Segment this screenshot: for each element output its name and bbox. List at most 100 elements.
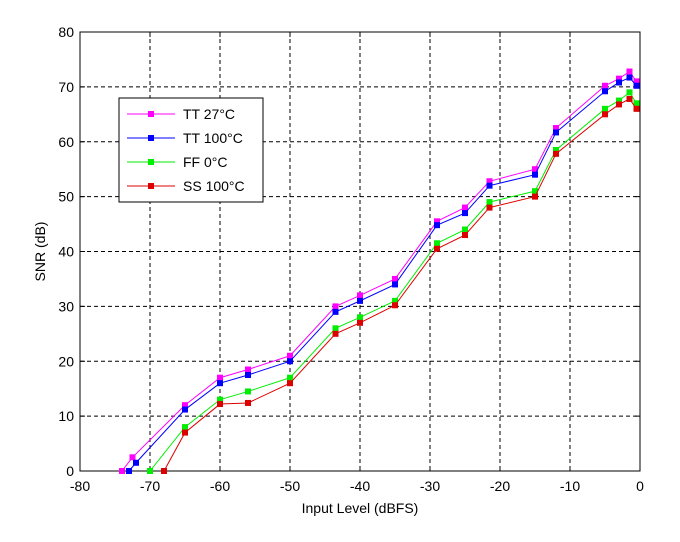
data-point <box>633 82 640 89</box>
series-0 <box>119 68 640 474</box>
data-point <box>182 429 188 436</box>
legend-entry: FF 0°C <box>127 154 228 170</box>
data-point <box>357 292 363 299</box>
legend-entry: TT 27°C <box>127 106 235 122</box>
data-point <box>245 388 251 395</box>
y-axis-label: SNR (dB) <box>32 222 48 282</box>
legend-label: TT 27°C <box>183 106 235 122</box>
data-point <box>626 89 633 96</box>
data-point <box>553 146 559 153</box>
data-point <box>129 454 136 461</box>
data-point <box>434 218 440 225</box>
y-tick-label: 80 <box>58 24 74 40</box>
data-point <box>602 82 608 89</box>
data-point <box>332 325 339 332</box>
data-point <box>392 275 398 282</box>
data-point <box>332 303 339 310</box>
data-point <box>217 380 223 387</box>
data-point <box>532 166 538 173</box>
data-point <box>462 210 468 217</box>
y-tick-label: 10 <box>58 408 74 424</box>
data-point <box>616 75 622 82</box>
data-point <box>633 105 640 112</box>
data-point <box>332 308 339 315</box>
data-point <box>462 226 468 233</box>
data-point <box>357 319 363 326</box>
data-point <box>553 125 559 132</box>
data-point <box>616 79 622 86</box>
data-point <box>287 358 293 365</box>
legend: TT 27°C TT 100°C FF 0°C SS 100°C <box>118 97 264 203</box>
data-point <box>357 314 363 321</box>
series-3 <box>161 95 640 474</box>
data-point <box>532 188 538 195</box>
x-tick-label: -70 <box>140 478 160 494</box>
legend-marker <box>148 183 154 189</box>
y-tick-label: 50 <box>58 189 74 205</box>
legend-label: TT 100°C <box>183 130 243 146</box>
data-point <box>217 396 223 403</box>
y-tick-label: 40 <box>58 244 74 260</box>
data-point <box>182 406 188 413</box>
data-point <box>182 424 188 431</box>
data-point <box>532 171 538 178</box>
legend-label: SS 100°C <box>183 178 245 194</box>
data-point <box>182 402 188 409</box>
data-point <box>119 468 125 474</box>
data-point <box>462 232 468 239</box>
data-point <box>434 245 440 252</box>
data-point <box>532 193 538 200</box>
data-point <box>486 182 493 189</box>
data-point <box>161 468 167 474</box>
x-axis-label: Input Level (dBFS) <box>302 500 419 516</box>
data-point <box>357 297 363 304</box>
legend-entry: TT 100°C <box>127 130 243 146</box>
y-tick-label: 20 <box>58 353 74 369</box>
data-point <box>434 240 440 247</box>
x-tick-label: -20 <box>490 478 510 494</box>
axis-ticks: -80 -70 -60 -50 -40 -30 -20 -10 0 0 10 20 30 40 50 60 70… <box>58 24 644 494</box>
y-tick-label: 60 <box>58 134 74 150</box>
x-tick-label: -30 <box>420 478 440 494</box>
data-point <box>616 97 622 104</box>
legend-marker <box>148 111 154 117</box>
legend-entry: SS 100°C <box>127 178 245 194</box>
data-point <box>486 204 493 211</box>
data-point <box>332 330 339 337</box>
legend-marker <box>148 159 154 165</box>
data-point <box>486 178 493 185</box>
data-point <box>217 401 223 408</box>
data-point <box>147 468 153 474</box>
x-tick-label: -40 <box>350 478 370 494</box>
x-tick-label: -80 <box>70 478 90 494</box>
y-tick-label: 70 <box>58 79 74 95</box>
y-tick-label: 30 <box>58 298 74 314</box>
x-tick-label: 0 <box>636 478 644 494</box>
data-point <box>602 105 608 112</box>
y-tick-label: 0 <box>66 463 74 479</box>
data-point <box>626 95 633 102</box>
data-point <box>633 100 640 107</box>
data-point <box>392 281 398 288</box>
data-point <box>287 380 293 387</box>
data-point <box>392 302 398 309</box>
data-point <box>626 74 633 81</box>
data-point <box>126 468 132 474</box>
data-point <box>616 101 622 108</box>
x-tick-label: -10 <box>560 478 580 494</box>
data-point <box>626 68 633 75</box>
data-point <box>633 78 640 85</box>
data-point <box>462 204 468 211</box>
x-tick-label: -50 <box>280 478 300 494</box>
data-point <box>217 374 223 381</box>
data-point <box>287 352 293 359</box>
series-1 <box>126 74 640 474</box>
data-point <box>602 88 608 95</box>
data-point <box>486 199 493 206</box>
data-point <box>392 297 398 304</box>
data-point <box>245 366 251 373</box>
data-point <box>434 222 440 229</box>
legend-label: FF 0°C <box>183 154 228 170</box>
x-tick-label: -60 <box>210 478 230 494</box>
